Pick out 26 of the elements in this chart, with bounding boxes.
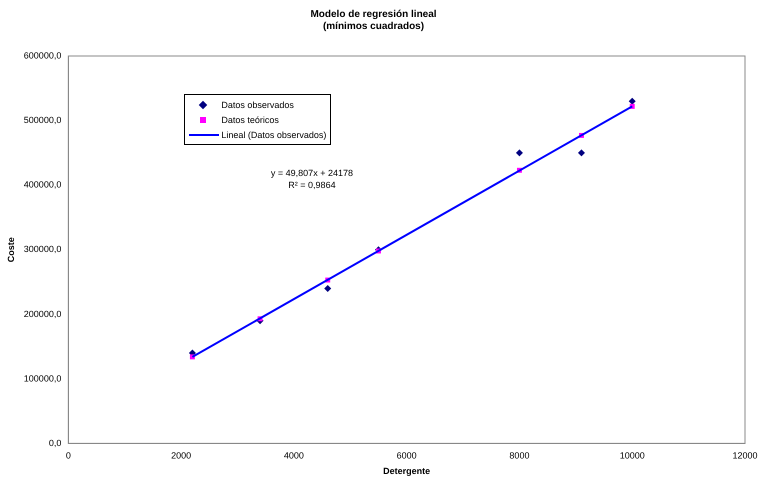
legend-label: Lineal (Datos observados): [221, 130, 326, 140]
x-tick-label: 0: [66, 450, 71, 460]
x-tick-label: 10000: [620, 450, 645, 460]
point: [628, 98, 636, 105]
point: [516, 149, 523, 156]
y-tick-label: 500000,0: [24, 115, 62, 126]
annotation: y = 49,807x + 24178: [270, 168, 353, 178]
y-tick-label: 100000,0: [24, 373, 62, 384]
y-axis-title: Coste: [6, 237, 16, 262]
legend-label: Datos teóricos: [221, 114, 279, 124]
annotation: R² = 0,9864: [288, 180, 336, 190]
y-tick-label: 200000,0: [24, 308, 62, 319]
y-tick-label: 0,0: [48, 438, 62, 448]
x-axis-title: Detergente: [383, 466, 430, 476]
y-tick-label: 600000,0: [24, 50, 62, 60]
point: [324, 284, 332, 292]
x-tick-label: 8000: [509, 450, 530, 460]
x-tick-label: 12000: [732, 450, 758, 460]
x-tick-label: 2000: [171, 450, 192, 460]
x-tick-label: 4000: [284, 450, 304, 460]
y-tick-label: 300000,0: [24, 244, 62, 254]
legend-label: Datos observados: [221, 100, 294, 110]
x-tick-label: 6000: [396, 450, 417, 460]
y-tick-label: 400000,0: [24, 180, 62, 190]
chart-title: Modelo de regresión lineal (mínimos cuadrados): [310, 8, 437, 32]
point: [578, 149, 585, 156]
